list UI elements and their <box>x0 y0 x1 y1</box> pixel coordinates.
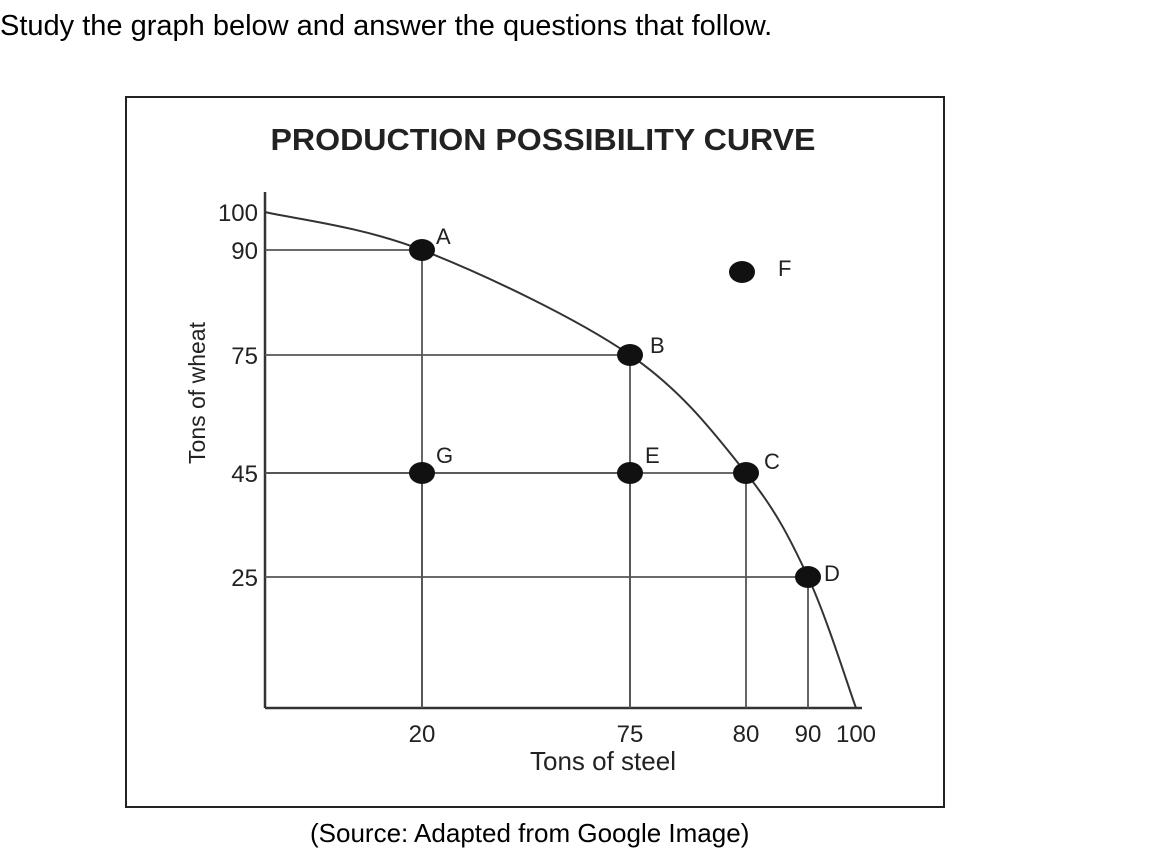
y-tick-label-45: 45 <box>231 461 258 488</box>
point-label-F: F <box>778 256 791 281</box>
point-label-G: G <box>436 443 453 468</box>
chart-title: PRODUCTION POSSIBILITY CURVE <box>271 122 816 157</box>
point-G <box>409 462 435 484</box>
point-label-E: E <box>645 443 660 468</box>
point-D <box>795 566 821 588</box>
point-F <box>729 261 755 283</box>
point-label-C: C <box>764 449 780 474</box>
x-tick-label-80: 80 <box>733 721 760 748</box>
y-tick-label-25: 25 <box>231 565 258 592</box>
point-label-A: A <box>436 224 451 249</box>
point-B <box>617 344 643 366</box>
point-E <box>617 462 643 484</box>
source-caption: (Source: Adapted from Google Image) <box>310 818 750 848</box>
x-tick-label-20: 20 <box>409 721 436 748</box>
y-tick-label-90: 90 <box>231 238 258 265</box>
point-label-D: D <box>824 561 840 586</box>
y-tick-label-100: 100 <box>218 200 258 227</box>
point-A <box>409 239 435 261</box>
figure-frame <box>125 96 945 808</box>
point-label-B: B <box>650 333 665 358</box>
instruction-text: Study the graph below and answer the que… <box>0 10 773 42</box>
x-tick-label-90: 90 <box>795 721 822 748</box>
x-tick-label-100: 100 <box>836 721 876 748</box>
x-tick-label-75: 75 <box>617 721 644 748</box>
point-C <box>733 462 759 484</box>
x-axis-label: Tons of steel <box>530 746 676 776</box>
y-axis-label: Tons of wheat <box>184 321 210 464</box>
y-tick-label-75: 75 <box>231 343 258 370</box>
